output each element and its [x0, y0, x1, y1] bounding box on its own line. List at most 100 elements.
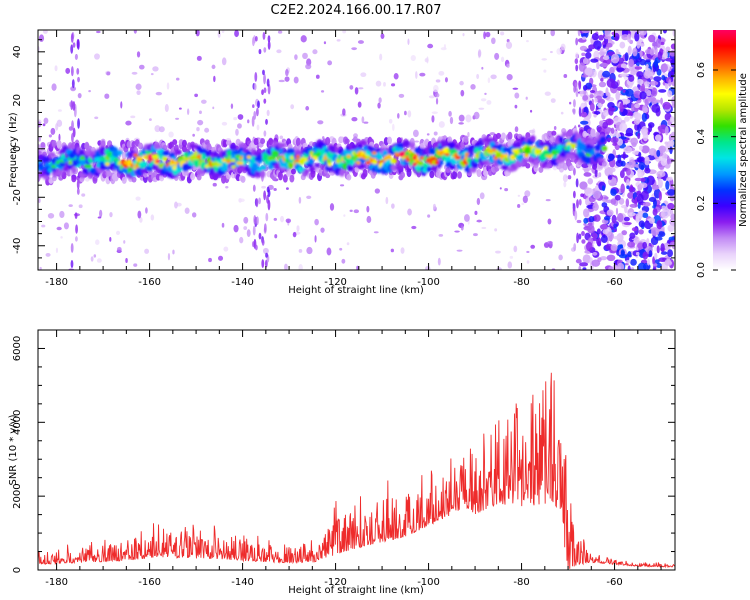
streak-blob [263, 98, 267, 104]
speckle [481, 226, 487, 230]
noise-blob [587, 177, 594, 185]
noise-blob [603, 196, 609, 200]
speckle [494, 250, 501, 254]
speckle [547, 240, 553, 245]
speckle [412, 129, 419, 138]
noise-blob [619, 244, 623, 248]
band-halo [40, 142, 46, 148]
speckle [194, 93, 198, 98]
speckle [59, 210, 65, 219]
speckle [392, 123, 395, 131]
speckle [428, 95, 435, 99]
speckle [514, 104, 518, 109]
streak-blob [575, 178, 579, 188]
speckle [284, 76, 290, 82]
x-tick-label: -120 [324, 577, 347, 588]
noise-blob [631, 227, 638, 232]
snr-x-label: Height of straight line (km) [288, 585, 424, 596]
speckle [435, 79, 441, 83]
band-halo [295, 137, 301, 147]
band-blob [78, 149, 85, 156]
speckle [45, 252, 51, 257]
streak-blob [572, 190, 576, 199]
noise-blob [606, 209, 614, 216]
speckle [444, 77, 448, 83]
speckle [155, 91, 163, 96]
speckle [306, 195, 312, 199]
streak-blob [263, 47, 267, 53]
streak-blob [76, 67, 80, 75]
speckle [326, 247, 332, 256]
noise-blob [644, 167, 651, 174]
noise-blob [666, 155, 670, 165]
speckle [545, 199, 551, 202]
noise-blob [648, 124, 653, 133]
band-halo [429, 170, 435, 179]
speckle [529, 109, 533, 113]
noise-blob [660, 243, 665, 253]
band-blob [598, 157, 606, 163]
speckle [223, 246, 229, 252]
band-blob [409, 142, 415, 150]
snr-frame [37, 329, 676, 571]
band-halo [387, 136, 393, 145]
speckle [148, 118, 152, 121]
band-halo [582, 130, 588, 138]
speckle [150, 73, 154, 76]
speckle [50, 127, 56, 135]
band-halo [196, 173, 202, 181]
speckle [168, 131, 174, 138]
speckle [115, 230, 121, 235]
noise-blob [617, 212, 624, 223]
noise-blob [630, 258, 637, 266]
hot-spot [295, 154, 301, 159]
speckle [39, 266, 42, 270]
band-blob [534, 148, 542, 155]
band-blob [601, 145, 608, 151]
speckle [130, 115, 136, 119]
speckle [512, 87, 519, 90]
speckle [558, 254, 563, 261]
noise-blob [646, 89, 652, 97]
speckle [278, 79, 285, 83]
speckle [292, 231, 297, 238]
hot-spot [169, 159, 175, 163]
band-blob [454, 143, 460, 150]
speckle [434, 92, 440, 98]
noise-blob [629, 203, 638, 208]
hot-spot [371, 151, 377, 155]
y-tick-label: 6000 [12, 336, 23, 361]
y-tick-label: 4000 [12, 410, 23, 435]
streak-blob [263, 190, 267, 201]
streak-blob [72, 42, 76, 48]
band-blob [39, 165, 45, 172]
speckle [135, 196, 141, 201]
speckle [174, 201, 178, 209]
hot-spot [246, 155, 252, 159]
streak-blob [265, 252, 268, 258]
noise-blob [637, 132, 641, 140]
speckle [164, 104, 169, 113]
band-blob [558, 136, 564, 144]
band-blob [63, 165, 69, 172]
band-halo [325, 173, 331, 179]
noise-blob [610, 188, 617, 196]
speckle [567, 175, 572, 180]
speckle [93, 254, 97, 258]
band-halo [406, 168, 412, 178]
noise-blob [627, 45, 632, 56]
x-tick-label: -140 [231, 577, 254, 588]
noise-blob [579, 181, 588, 190]
noise-blob [664, 243, 670, 249]
speckle [378, 97, 382, 104]
band-blob [402, 140, 411, 148]
speckle [596, 61, 600, 70]
speckle [300, 35, 307, 43]
speckle [85, 177, 90, 182]
speckle [484, 92, 487, 96]
noise-blob [644, 81, 651, 86]
speckle [276, 49, 282, 54]
band-halo [260, 138, 266, 145]
speckle [139, 217, 143, 223]
noise-blob [596, 228, 601, 235]
